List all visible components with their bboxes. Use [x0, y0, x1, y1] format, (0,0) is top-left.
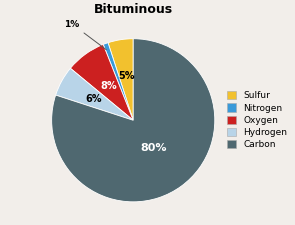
Text: 1%: 1% — [64, 20, 106, 50]
Text: 80%: 80% — [140, 143, 167, 153]
Wedge shape — [71, 45, 133, 120]
Title: Bituminous: Bituminous — [94, 3, 173, 16]
Legend: Sulfur, Nitrogen, Oxygen, Hydrogen, Carbon: Sulfur, Nitrogen, Oxygen, Hydrogen, Carb… — [225, 89, 289, 151]
Text: 5%: 5% — [118, 71, 135, 81]
Text: 8%: 8% — [100, 81, 117, 91]
Wedge shape — [103, 43, 133, 120]
Text: 6%: 6% — [86, 94, 102, 104]
Wedge shape — [56, 68, 133, 120]
Wedge shape — [108, 39, 133, 120]
Wedge shape — [52, 39, 215, 202]
